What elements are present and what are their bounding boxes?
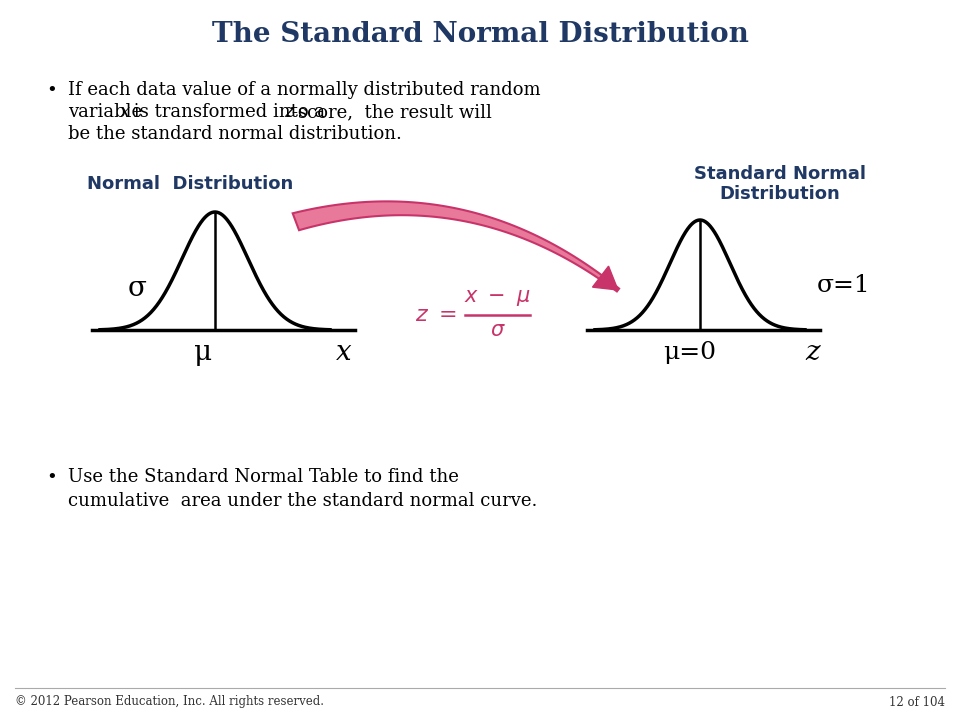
Text: x: x bbox=[120, 103, 131, 121]
Polygon shape bbox=[592, 266, 618, 290]
Text: z: z bbox=[805, 338, 820, 366]
Text: z: z bbox=[284, 103, 294, 121]
Text: σ: σ bbox=[128, 274, 147, 302]
Text: Use the Standard Normal Table to find the: Use the Standard Normal Table to find th… bbox=[68, 468, 459, 486]
Text: 12 of 104: 12 of 104 bbox=[889, 696, 945, 708]
Text: -score,  the result will: -score, the result will bbox=[292, 103, 492, 121]
Text: μ: μ bbox=[194, 338, 212, 366]
PathPatch shape bbox=[293, 202, 619, 292]
Text: variable: variable bbox=[68, 103, 148, 121]
Text: x: x bbox=[336, 338, 351, 366]
Text: © 2012 Pearson Education, Inc. All rights reserved.: © 2012 Pearson Education, Inc. All right… bbox=[15, 696, 324, 708]
Text: μ=0: μ=0 bbox=[663, 341, 716, 364]
Text: If each data value of a normally distributed random: If each data value of a normally distrib… bbox=[68, 81, 540, 99]
Text: be the standard normal distribution.: be the standard normal distribution. bbox=[68, 125, 402, 143]
Text: $z\ =$: $z\ =$ bbox=[415, 304, 457, 326]
Text: cumulative  area under the standard normal curve.: cumulative area under the standard norma… bbox=[68, 492, 538, 510]
Text: Normal  Distribution: Normal Distribution bbox=[86, 175, 293, 193]
Text: •: • bbox=[47, 81, 58, 99]
Text: Standard Normal: Standard Normal bbox=[694, 165, 866, 183]
Text: is transformed into a: is transformed into a bbox=[128, 103, 331, 121]
Text: •: • bbox=[47, 468, 58, 486]
Text: $x\ -\ \mu$: $x\ -\ \mu$ bbox=[465, 288, 531, 308]
Text: Distribution: Distribution bbox=[720, 185, 840, 203]
Text: The Standard Normal Distribution: The Standard Normal Distribution bbox=[211, 22, 749, 48]
Text: $\sigma$: $\sigma$ bbox=[490, 320, 505, 340]
Text: σ=1: σ=1 bbox=[817, 274, 871, 297]
